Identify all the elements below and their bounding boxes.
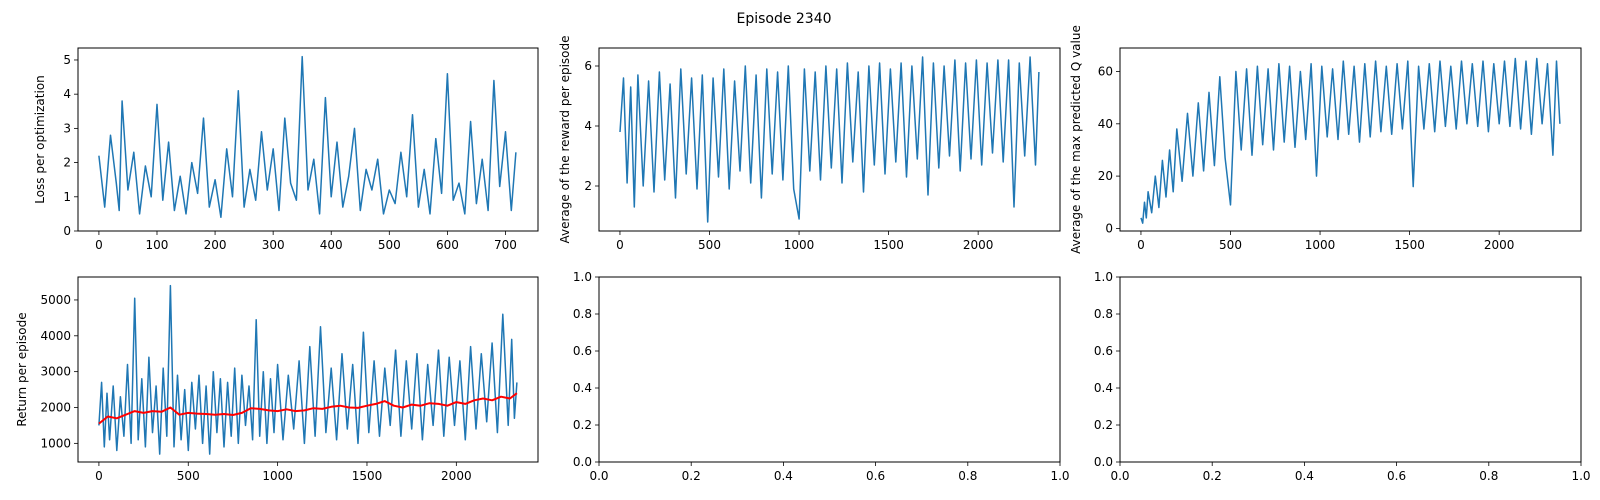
y-tick-label: 0.4 xyxy=(1094,381,1113,395)
y-tick-label: 0.8 xyxy=(573,307,592,321)
x-tick-label: 700 xyxy=(494,238,517,252)
x-tick-label: 0.2 xyxy=(682,469,701,483)
y-tick-label: 20 xyxy=(1098,169,1113,183)
x-tick-label: 1.0 xyxy=(1050,469,1069,483)
x-tick-label: 200 xyxy=(204,238,227,252)
series-line-1 xyxy=(619,56,1040,223)
x-tick-label: 0.6 xyxy=(866,469,885,483)
axes-frame xyxy=(1119,47,1582,232)
axes-frame xyxy=(598,47,1061,232)
series-line-1 xyxy=(98,55,517,219)
y-tick-label: 0.6 xyxy=(1094,344,1113,358)
subplot-avg-reward: 0 500 1000 1500 2000 2 4 6 Average of the reward… xyxy=(558,35,1061,252)
y-tick-label: 5000 xyxy=(40,293,71,307)
x-tick-label: 1.0 xyxy=(1571,469,1590,483)
y-tick-label: 4 xyxy=(63,87,71,101)
y-tick-label: 6 xyxy=(584,59,592,73)
y-tick-label: 0.8 xyxy=(1094,307,1113,321)
x-tick-label: 0 xyxy=(95,469,103,483)
x-tick-label: 0.8 xyxy=(958,469,977,483)
x-tick-label: 0 xyxy=(616,238,624,252)
y-tick-label: 60 xyxy=(1098,65,1113,79)
y-tick-label: 0.0 xyxy=(573,455,592,469)
x-tick-label: 1500 xyxy=(1394,238,1425,252)
x-tick-label: 500 xyxy=(698,238,721,252)
y-axis-label: Average of the max predicted Q value xyxy=(1069,25,1083,254)
x-tick-label: 300 xyxy=(262,238,285,252)
y-tick-label: 4000 xyxy=(40,329,71,343)
series-line-2 xyxy=(98,392,518,425)
figure-title: Episode 2340 xyxy=(736,11,831,27)
y-tick-label: 4 xyxy=(584,119,592,133)
x-tick-label: 0.4 xyxy=(1295,469,1314,483)
axes-frame xyxy=(77,47,539,232)
y-axis-label: Return per episode xyxy=(15,312,29,426)
y-tick-label: 0.2 xyxy=(1094,418,1113,432)
x-tick-label: 0.0 xyxy=(1110,469,1129,483)
x-tick-label: 600 xyxy=(436,238,459,252)
y-tick-label: 1000 xyxy=(40,436,71,450)
x-tick-label: 500 xyxy=(1219,238,1242,252)
y-tick-label: 3 xyxy=(63,121,71,135)
x-tick-label: 500 xyxy=(378,238,401,252)
y-tick-label: 1.0 xyxy=(1094,270,1113,284)
x-tick-label: 1000 xyxy=(784,238,815,252)
axes-frame xyxy=(77,276,539,463)
x-tick-label: 100 xyxy=(146,238,169,252)
y-tick-label: 0.4 xyxy=(573,381,592,395)
x-tick-label: 0.4 xyxy=(774,469,793,483)
subplot-max-q: 0 500 1000 1500 2000 0 20 40 60 Average of the ma… xyxy=(1069,25,1582,254)
x-tick-label: 0.2 xyxy=(1203,469,1222,483)
axes-frame xyxy=(598,276,1061,463)
x-tick-label: 1000 xyxy=(1305,238,1336,252)
subplot-empty-2: 0.0 0.2 0.4 0.6 0.8 1.0 0.0 0.2 0.4 0.6 0.8 1.0 xyxy=(1094,270,1591,483)
x-tick-label: 0.0 xyxy=(589,469,608,483)
x-tick-label: 1500 xyxy=(873,238,904,252)
y-tick-label: 2 xyxy=(63,156,71,170)
y-tick-label: 0.2 xyxy=(573,418,592,432)
y-axis-label: Loss per optimization xyxy=(33,75,47,204)
y-tick-label: 3000 xyxy=(40,365,71,379)
x-tick-label: 400 xyxy=(320,238,343,252)
x-tick-label: 0 xyxy=(1137,238,1145,252)
y-tick-label: 5 xyxy=(63,53,71,67)
y-tick-label: 1.0 xyxy=(573,270,592,284)
x-tick-label: 0.6 xyxy=(1387,469,1406,483)
subplot-loss: 0 100 200 300 400 500 600 700 0 1 2 3 4 5 Loss per opt… xyxy=(33,47,539,252)
axes-frame xyxy=(1119,276,1582,463)
subplot-empty-1: 0.0 0.2 0.4 0.6 0.8 1.0 0.0 0.2 0.4 0.6 0.8 1.0 xyxy=(573,270,1070,483)
x-tick-label: 2000 xyxy=(1484,238,1515,252)
y-tick-label: 2 xyxy=(584,179,592,193)
x-tick-label: 1500 xyxy=(352,469,383,483)
y-tick-label: 0.6 xyxy=(573,344,592,358)
y-tick-label: 0 xyxy=(1105,221,1113,235)
y-axis-label: Average of the reward per episode xyxy=(558,35,572,243)
x-tick-label: 0.8 xyxy=(1479,469,1498,483)
x-tick-label: 2000 xyxy=(441,469,472,483)
y-tick-label: 1 xyxy=(63,190,71,204)
x-tick-label: 0 xyxy=(95,238,103,252)
x-tick-label: 1000 xyxy=(262,469,293,483)
y-tick-label: 40 xyxy=(1098,117,1113,131)
x-tick-label: 500 xyxy=(177,469,200,483)
y-tick-label: 0 xyxy=(63,224,71,238)
series-line-1 xyxy=(1140,57,1561,224)
subplot-return: 0 500 1000 1500 2000 1000 2000 3000 4000 5000 Retu… xyxy=(15,276,539,483)
y-tick-label: 0.0 xyxy=(1094,455,1113,469)
x-tick-label: 2000 xyxy=(963,238,994,252)
y-tick-label: 2000 xyxy=(40,401,71,415)
